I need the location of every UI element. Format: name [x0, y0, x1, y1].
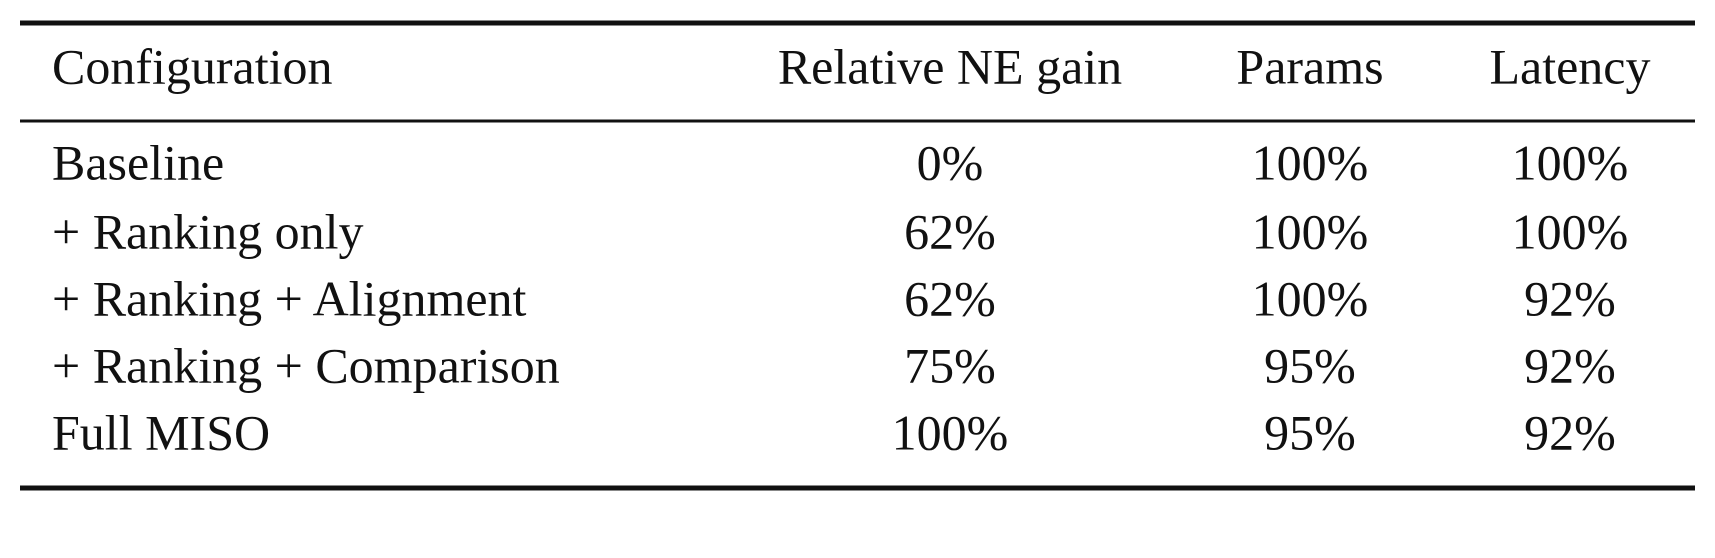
- cell: 92%: [1524, 337, 1616, 393]
- cell: 100%: [1252, 134, 1369, 190]
- cell: 62%: [904, 270, 996, 326]
- cell: 100%: [1512, 134, 1629, 190]
- row-label: Full MISO: [52, 404, 270, 460]
- cell: 75%: [904, 337, 996, 393]
- row-label: Baseline: [52, 134, 224, 190]
- row-label: + Ranking only: [52, 203, 364, 259]
- row-label: + Ranking + Comparison: [52, 337, 560, 393]
- cell: 100%: [1512, 203, 1629, 259]
- cell: 100%: [1252, 203, 1369, 259]
- cell: 95%: [1264, 404, 1356, 460]
- cell: 0%: [917, 134, 984, 190]
- header-cell: Latency: [1489, 38, 1650, 94]
- cell: 100%: [1252, 270, 1369, 326]
- row-label: + Ranking + Alignment: [52, 270, 527, 326]
- cell: 92%: [1524, 404, 1616, 460]
- cell: 95%: [1264, 337, 1356, 393]
- header-cell: Relative NE gain: [778, 38, 1122, 94]
- cell: 62%: [904, 203, 996, 259]
- cell: 100%: [892, 404, 1009, 460]
- header-cell: Configuration: [52, 38, 333, 94]
- cell: 92%: [1524, 270, 1616, 326]
- header-cell: Params: [1236, 38, 1383, 94]
